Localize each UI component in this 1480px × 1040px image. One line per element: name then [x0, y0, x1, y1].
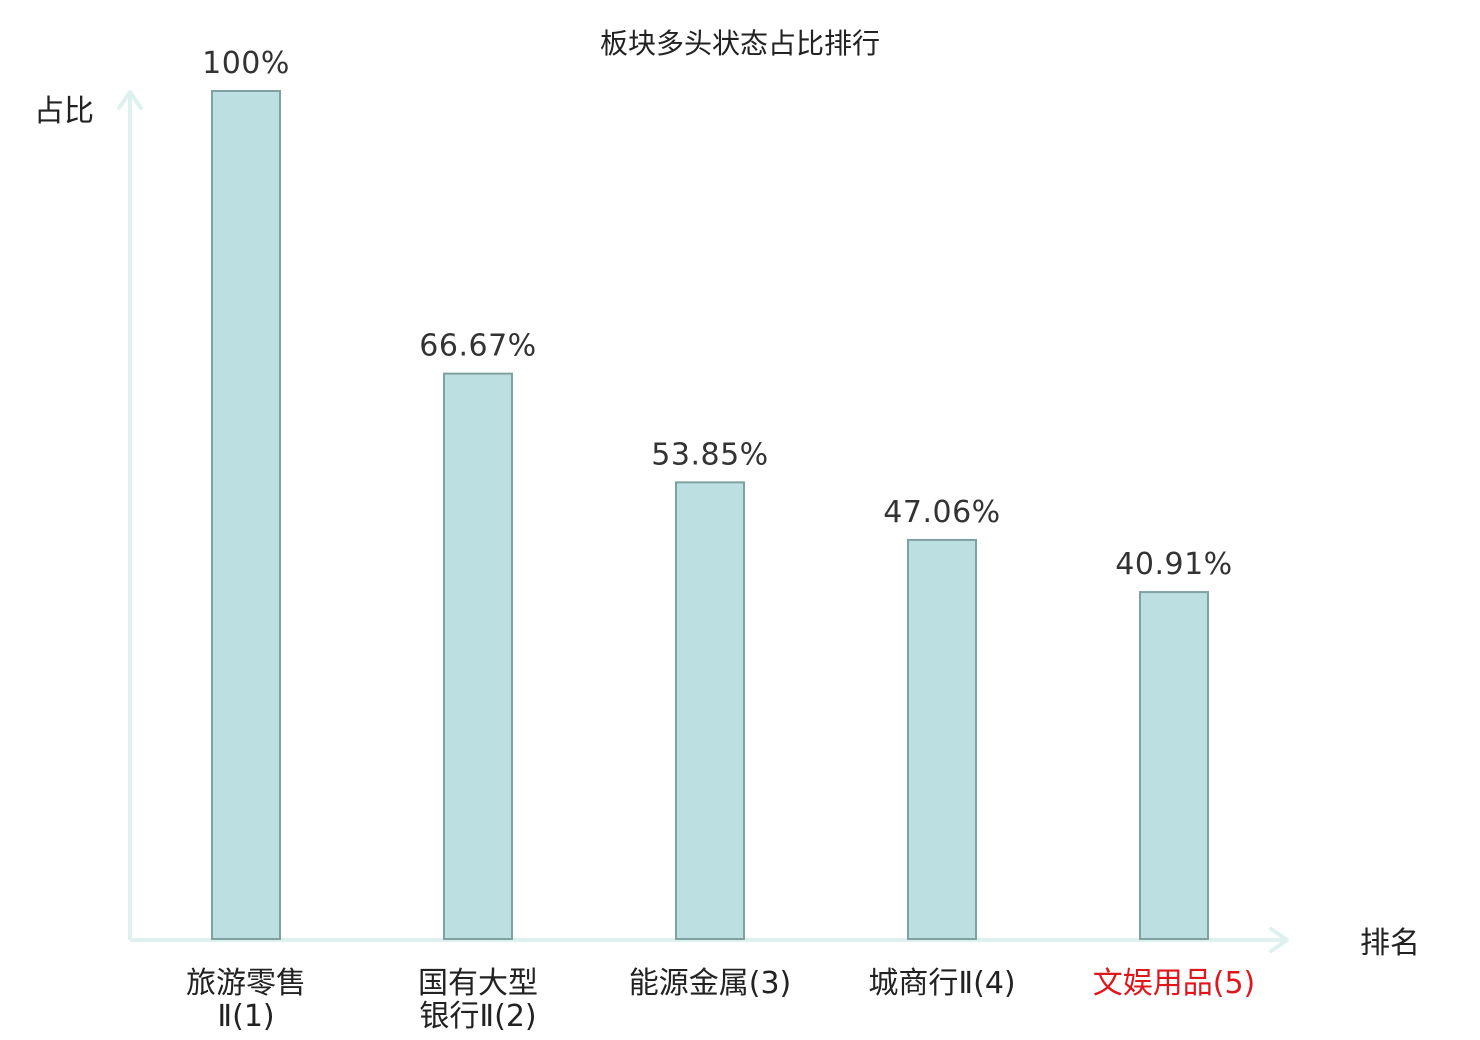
value-label-3: 53.85% [651, 437, 768, 472]
svg-text:Ⅱ(1): Ⅱ(1) [217, 999, 274, 1034]
value-label-2: 66.67% [419, 329, 536, 364]
svg-text:银行Ⅱ(2): 银行Ⅱ(2) [419, 999, 536, 1034]
y-axis-arrow-icon [117, 90, 143, 110]
x-axis-title: 排名 [1360, 926, 1420, 961]
svg-text:旅游零售: 旅游零售 [186, 966, 306, 1001]
x-axis-arrow-icon [1269, 927, 1289, 953]
value-labels: 100% 66.67% 53.85% 47.06% 40.91% [202, 46, 1232, 582]
bars [211, 90, 1209, 940]
category-label-4: 城商行Ⅱ(4) [868, 966, 1015, 1001]
value-label-4: 47.06% [883, 495, 1000, 530]
svg-text:文娱用品(5): 文娱用品(5) [1093, 966, 1256, 1001]
value-label-1: 100% [202, 46, 290, 81]
svg-text:国有大型: 国有大型 [418, 966, 538, 1001]
category-label-3: 能源金属(3) [629, 966, 792, 1001]
y-axis [117, 90, 143, 940]
bar-4 [907, 538, 977, 940]
category-label-5: 文娱用品(5) [1093, 966, 1256, 1001]
bar-1 [211, 90, 281, 940]
bar-2 [443, 372, 513, 940]
svg-text:能源金属(3): 能源金属(3) [629, 966, 792, 1001]
bar-3 [675, 481, 745, 940]
chart-title: 板块多头状态占比排行 [600, 27, 880, 60]
bar-5 [1139, 591, 1209, 940]
svg-text:城商行Ⅱ(4): 城商行Ⅱ(4) [868, 966, 1015, 1001]
value-label-5: 40.91% [1115, 547, 1232, 582]
y-axis-title: 占比 [34, 94, 94, 129]
